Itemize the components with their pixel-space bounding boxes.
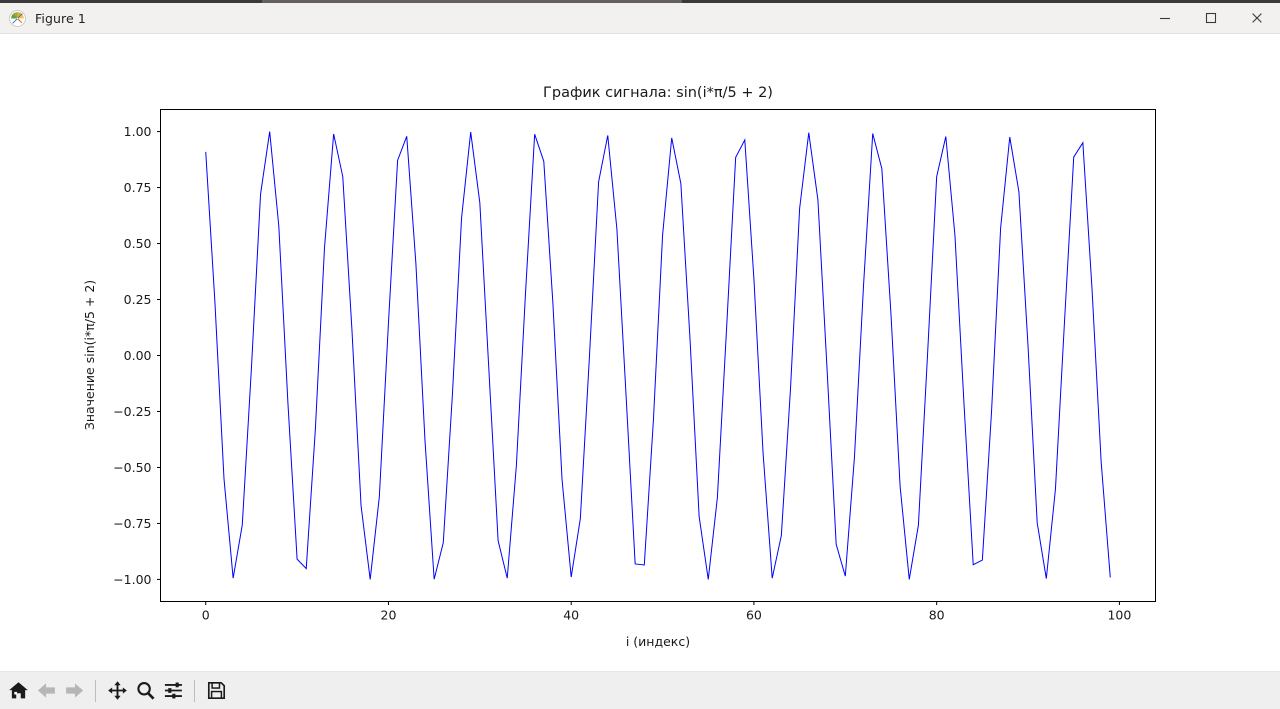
x-tick-label: 40	[563, 608, 579, 623]
matplotlib-axes: График сигнала: sin(i*π/5 + 2) −1.00 −0.7…	[0, 34, 1280, 671]
y-tick-label: 0.75	[124, 180, 152, 195]
y-tick-label: −0.50	[113, 460, 151, 475]
configure-subplots-button[interactable]	[159, 676, 187, 706]
window-titlebar[interactable]: Figure 1	[0, 3, 1280, 34]
x-tick-label: 20	[381, 608, 397, 623]
y-axis-label: Значение sin(i*π/5 + 2)	[82, 280, 97, 430]
toolbar-separator-1	[95, 679, 96, 702]
x-tick-label: 0	[202, 608, 210, 623]
maximize-button[interactable]	[1188, 3, 1234, 33]
window-controls	[1142, 3, 1280, 33]
figure-canvas[interactable]: График сигнала: sin(i*π/5 + 2) −1.00 −0.7…	[0, 34, 1280, 671]
arrow-right-icon	[65, 683, 83, 698]
minimize-button[interactable]	[1142, 3, 1188, 33]
y-tick-label: 0.00	[124, 348, 152, 363]
y-tick-label: 1.00	[124, 124, 152, 139]
background-window-strip	[0, 0, 1280, 3]
x-axis-ticks: 0 20 40 60 80 100	[202, 601, 1131, 623]
matplotlib-icon	[9, 9, 26, 27]
x-tick-label: 100	[1107, 608, 1131, 623]
home-button[interactable]	[4, 676, 32, 706]
y-tick-label: −1.00	[113, 572, 151, 587]
sliders-icon	[164, 682, 182, 699]
save-button[interactable]	[202, 676, 230, 706]
back-button[interactable]	[32, 676, 60, 706]
y-tick-label: 0.50	[124, 236, 152, 251]
background-window-title-remnant	[262, 0, 682, 3]
home-icon	[8, 682, 28, 699]
chart-title: График сигнала: sin(i*π/5 + 2)	[543, 85, 773, 101]
forward-button[interactable]	[60, 676, 88, 706]
y-axis-ticks: −1.00 −0.75 −0.50 −0.25 0.00 0.25 0.50 0.75 1.00	[113, 124, 161, 587]
arrow-left-icon	[37, 683, 55, 698]
move-arrows-icon	[107, 681, 127, 700]
y-tick-label: −0.75	[113, 516, 151, 531]
toolbar-separator-2	[194, 679, 195, 702]
window-title-text: Figure 1	[35, 10, 86, 26]
window-title-group: Figure 1	[0, 9, 1142, 27]
x-tick-label: 60	[746, 608, 762, 623]
navigation-toolbar	[0, 671, 1280, 709]
magnifier-icon	[136, 682, 154, 700]
close-button[interactable]	[1234, 3, 1280, 33]
y-tick-label: −0.25	[113, 404, 151, 419]
pan-button[interactable]	[103, 676, 131, 706]
y-tick-label: 0.25	[124, 292, 152, 307]
signal-line	[205, 131, 1111, 580]
floppy-disk-icon	[207, 681, 225, 700]
axes-frame	[160, 109, 1156, 602]
zoom-button[interactable]	[131, 676, 159, 706]
x-tick-label: 80	[929, 608, 945, 623]
x-axis-label: i (индекс)	[626, 634, 690, 649]
